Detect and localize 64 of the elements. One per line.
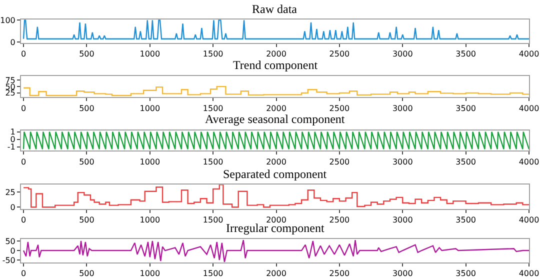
x-tick-label: 0 xyxy=(20,157,26,166)
x-tick-label: 4000 xyxy=(518,104,540,113)
x-tick-label: 2500 xyxy=(329,268,350,278)
x-tick-label: 1500 xyxy=(202,104,224,113)
x-tick-label: 3500 xyxy=(456,49,476,58)
y-tick-label: 100 xyxy=(0,16,16,25)
y-tick-label: 1 xyxy=(10,128,16,137)
x-tick-label: 500 xyxy=(79,104,94,113)
x-tick-label: 500 xyxy=(79,216,94,225)
x-tick-label: 4000 xyxy=(518,157,540,166)
x-tick-label: 2000 xyxy=(266,49,286,58)
y-tick-label: 25 xyxy=(5,88,16,98)
x-tick-label: 2000 xyxy=(266,104,286,113)
y-tick-label: 0 xyxy=(10,202,16,212)
chart-title: Separated component xyxy=(223,167,328,181)
x-tick-label: 1000 xyxy=(140,104,160,113)
y-tick-label: 0 xyxy=(10,38,16,47)
x-tick-label: 1500 xyxy=(202,49,224,58)
x-tick-label: 4000 xyxy=(518,216,540,225)
y-tick-label: 50 xyxy=(5,236,16,246)
x-tick-label: 1000 xyxy=(140,268,160,278)
x-tick-label: 1500 xyxy=(202,216,224,225)
x-tick-label: 500 xyxy=(79,268,94,278)
line-series xyxy=(22,20,529,40)
line-series xyxy=(22,239,529,262)
x-tick-label: 2000 xyxy=(266,268,286,278)
x-tick-label: 3000 xyxy=(392,49,413,58)
x-tick-label: 3000 xyxy=(392,268,413,278)
x-tick-label: 1500 xyxy=(202,157,224,166)
x-tick-label: 2500 xyxy=(329,216,350,225)
y-tick-label: -50 xyxy=(2,256,16,265)
x-tick-label: 0 xyxy=(20,216,26,225)
x-tick-label: 2500 xyxy=(329,49,350,58)
y-tick-label: 25 xyxy=(5,188,16,197)
x-tick-label: 1000 xyxy=(140,49,160,58)
x-tick-label: 2000 xyxy=(266,216,286,225)
x-tick-label: 3500 xyxy=(456,104,476,113)
x-tick-label: 1500 xyxy=(202,268,224,278)
x-tick-label: 3500 xyxy=(456,268,476,278)
x-tick-label: 3000 xyxy=(392,216,413,225)
x-tick-label: 1000 xyxy=(140,157,160,166)
x-tick-label: 0 xyxy=(20,49,26,58)
chart-title: Raw data xyxy=(252,2,298,16)
x-tick-label: 3000 xyxy=(392,157,413,166)
x-tick-label: 500 xyxy=(79,49,94,58)
x-tick-label: 0 xyxy=(20,268,26,278)
x-tick-label: 1000 xyxy=(140,216,160,225)
y-tick-label: -1 xyxy=(7,142,16,152)
y-tick-label: 0 xyxy=(10,135,16,144)
x-tick-label: 3500 xyxy=(456,157,476,166)
x-tick-label: 0 xyxy=(20,104,26,113)
chart-title: Average seasonal component xyxy=(205,112,346,126)
x-tick-label: 3000 xyxy=(392,104,413,113)
x-tick-label: 2500 xyxy=(329,157,350,166)
x-tick-label: 4000 xyxy=(518,268,540,278)
x-tick-label: 3500 xyxy=(456,216,476,225)
y-tick-label: 0 xyxy=(10,246,16,256)
x-tick-label: 2500 xyxy=(329,104,350,113)
y-tick-label: 50 xyxy=(5,82,16,92)
x-tick-label: 4000 xyxy=(518,49,540,58)
x-tick-label: 2000 xyxy=(266,157,286,166)
y-tick-label: 75 xyxy=(5,76,16,85)
x-tick-label: 500 xyxy=(79,157,94,166)
chart-title: Trend component xyxy=(233,58,318,72)
